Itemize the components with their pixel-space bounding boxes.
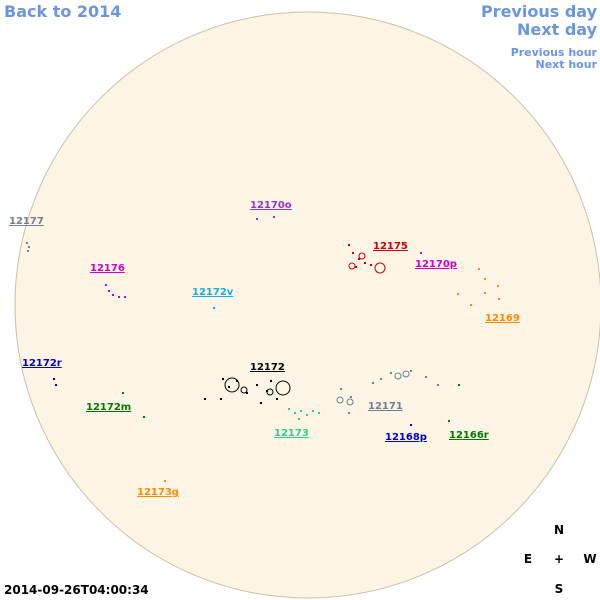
sunspot	[352, 252, 354, 254]
sunspot-umbra	[374, 262, 386, 274]
next-hour-link[interactable]: Next hour	[536, 58, 598, 71]
previous-hour-link[interactable]: Previous hour	[511, 46, 598, 59]
sunspot-umbra	[336, 396, 344, 404]
solar-disc	[14, 11, 600, 599]
group-label[interactable]: 12177	[9, 216, 44, 227]
sunspot	[108, 290, 110, 292]
group-label[interactable]: 12172v	[192, 287, 234, 298]
sunspot	[484, 278, 486, 280]
sunspot	[164, 480, 166, 482]
sunspot	[27, 250, 29, 252]
sunspot-umbra	[358, 252, 366, 260]
compass-east: E	[524, 552, 532, 566]
sunspot-umbra	[346, 398, 354, 406]
sunspot	[306, 414, 308, 416]
compass-center: +	[554, 552, 564, 566]
sunspot	[270, 380, 272, 382]
sunspot-umbra	[402, 370, 410, 378]
group-label[interactable]: 12169	[485, 313, 520, 324]
sunspot	[236, 380, 238, 382]
sunspot	[124, 296, 126, 298]
next-day-link[interactable]: Next day	[517, 20, 598, 39]
sunspot	[55, 384, 57, 386]
sunspot	[298, 418, 300, 420]
sunspot	[260, 402, 262, 404]
group-label[interactable]: 12170o	[250, 200, 292, 211]
sunspot	[390, 372, 392, 374]
sunspot	[220, 398, 222, 400]
group-label[interactable]: 12170p	[415, 259, 457, 270]
compass-north: N	[554, 523, 564, 537]
sunspot	[370, 264, 372, 266]
group-label[interactable]: 12173g	[137, 487, 179, 498]
sunspot	[437, 384, 439, 386]
sunspot	[28, 246, 30, 248]
sunspot-umbra	[348, 262, 356, 270]
sunspot	[53, 378, 55, 380]
group-label[interactable]: 12176	[90, 263, 125, 274]
group-label[interactable]: 12166r	[449, 430, 489, 441]
back-link[interactable]: Back to 2014	[4, 2, 121, 21]
sunspot	[420, 252, 422, 254]
sunspot	[497, 285, 499, 287]
sunspot	[410, 370, 412, 372]
sunspot	[348, 412, 350, 414]
sunspot	[340, 388, 342, 390]
sunspot	[213, 307, 215, 309]
sunspot	[355, 266, 357, 268]
group-label[interactable]: 12171	[368, 401, 403, 412]
group-label[interactable]: 12172m	[86, 402, 131, 413]
group-label[interactable]: 12173	[274, 428, 309, 439]
sunspot	[484, 292, 486, 294]
group-label[interactable]: 12168p	[385, 432, 427, 443]
group-label[interactable]: 12172r	[22, 358, 62, 369]
sunspot	[425, 376, 427, 378]
sunspot	[122, 392, 124, 394]
group-label[interactable]: 12175	[373, 241, 408, 252]
sunspot-umbra	[266, 388, 274, 396]
sunspot	[222, 378, 224, 380]
sunspot	[294, 412, 296, 414]
sunspot	[380, 378, 382, 380]
sunspot	[478, 268, 480, 270]
sunspot	[143, 416, 145, 418]
sunspot-umbra	[224, 377, 240, 393]
sunspot	[26, 242, 28, 244]
sunspot	[256, 218, 258, 220]
group-label[interactable]: 12172	[250, 362, 285, 373]
sunspot	[204, 398, 206, 400]
sunspot-umbra	[275, 380, 291, 396]
sunspot	[457, 293, 459, 295]
sunspot	[105, 284, 107, 286]
sunspot	[276, 398, 278, 400]
sunspot	[348, 244, 350, 246]
sunspot	[118, 296, 120, 298]
sunspot	[112, 294, 114, 296]
timestamp: 2014-09-26T04:00:34	[4, 583, 149, 597]
sunspot-umbra	[394, 372, 402, 380]
sunspot	[358, 258, 360, 260]
sunspot	[458, 384, 460, 386]
compass-west: W	[583, 552, 596, 566]
previous-day-link[interactable]: Previous day	[481, 2, 598, 21]
sunspot	[350, 396, 352, 398]
sunspot	[498, 298, 500, 300]
sunspot	[312, 410, 314, 412]
sunspot	[364, 262, 366, 264]
sunspot	[228, 386, 230, 388]
sunspot	[256, 384, 258, 386]
sunspot	[246, 392, 248, 394]
sunspot	[300, 410, 302, 412]
sunspot	[288, 408, 290, 410]
sunspot	[448, 420, 450, 422]
compass-south: S	[555, 582, 564, 596]
sunspot	[470, 304, 472, 306]
sunspot	[410, 424, 412, 426]
sunspot	[273, 216, 275, 218]
sunspot	[318, 412, 320, 414]
sunspot	[372, 382, 374, 384]
sunspot-umbra	[240, 386, 248, 394]
